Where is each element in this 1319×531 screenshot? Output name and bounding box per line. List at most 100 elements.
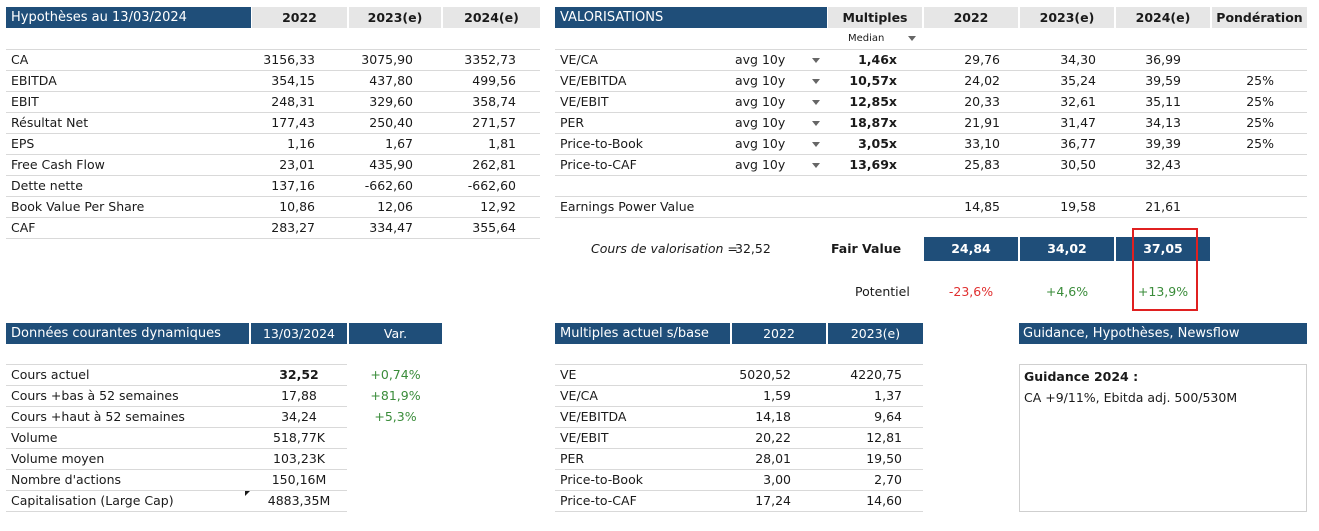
hyp-row-label: Résultat Net — [11, 115, 89, 130]
chevron-down-icon[interactable] — [812, 100, 820, 105]
mult-row-label: VE/CA — [560, 388, 598, 403]
val-col-multiples: Multiples — [828, 7, 922, 28]
dyn-row-var — [349, 449, 442, 469]
avg-period-dropdown[interactable]: avg 10y — [735, 136, 786, 151]
row-divider — [6, 70, 540, 71]
fair-value-2023e: 34,02 — [1020, 237, 1114, 261]
mult-row-label: PER — [560, 451, 585, 466]
val-row-value-2024e: 39,59 — [1145, 73, 1181, 88]
mult-row-value-2023e: 2,70 — [874, 472, 902, 487]
guidance-title: Guidance, Hypothèses, Newsflow — [1023, 326, 1240, 341]
dyn-row-label: Cours +bas à 52 semaines — [11, 388, 179, 403]
val-row-value-2023e: 35,24 — [1060, 73, 1096, 88]
hyp-col-2024e: 2024(e) — [443, 7, 540, 28]
fair-value-label: Fair Value — [831, 241, 902, 256]
val-row-value-2024e: 35,11 — [1145, 94, 1181, 109]
fair-value-2024e: 37,05 — [1116, 237, 1210, 261]
guidance-heading: Guidance 2024 : — [1024, 369, 1139, 384]
chevron-down-icon[interactable] — [812, 163, 820, 168]
val-row-ponderation: 25% — [1246, 115, 1274, 130]
chevron-down-icon[interactable] — [812, 121, 820, 126]
hyp-row-value-2023e: -662,60 — [364, 178, 413, 193]
avg-period-dropdown[interactable]: avg 10y — [735, 157, 786, 172]
val-row-value-2022: 24,02 — [964, 73, 1000, 88]
mult-row-value-2023e: 14,60 — [866, 493, 902, 508]
hyp-row-value-2024e: -662,60 — [467, 178, 516, 193]
dyn-row-value: 103,23K — [273, 451, 325, 466]
mult-row-label: Price-to-CAF — [560, 493, 637, 508]
dyn-row-var — [349, 428, 442, 448]
potentiel-2022: -23,6% — [948, 284, 994, 299]
dyn-date-header: 13/03/2024 — [251, 323, 347, 344]
hyp-row-value-2024e: 355,64 — [472, 220, 516, 235]
mult-col-2023e: 2023(e) — [828, 323, 923, 344]
mult-row-label: VE/EBITDA — [560, 409, 627, 424]
row-divider — [555, 490, 923, 491]
cours-valorisation-value: 32,52 — [735, 241, 771, 256]
hyp-row-value-2023e: 3075,90 — [361, 52, 413, 67]
hyp-row-label: Free Cash Flow — [11, 157, 105, 172]
row-divider — [6, 448, 347, 449]
row-divider — [6, 427, 347, 428]
potentiel-2024e: +13,9% — [1137, 284, 1189, 299]
row-divider — [555, 112, 1307, 113]
val-row-value-2022: 21,91 — [964, 115, 1000, 130]
hyp-row-value-2024e: 499,56 — [472, 73, 516, 88]
val-row-value-2022: 25,83 — [964, 157, 1000, 172]
guidance-box[interactable]: Guidance 2024 : CA +9/11%, Ebitda adj. 5… — [1019, 364, 1307, 512]
hyp-row-value-2022: 1,16 — [287, 136, 315, 151]
row-divider — [6, 154, 540, 155]
hyp-row-value-2023e: 250,40 — [369, 115, 413, 130]
chevron-down-icon[interactable] — [812, 142, 820, 147]
val-row-ponderation — [1212, 155, 1274, 175]
row-divider — [555, 154, 1307, 155]
val-col-2023e: 2023(e) — [1020, 7, 1114, 28]
hyp-row-label: EPS — [11, 136, 35, 151]
mult-row-value-2023e: 19,50 — [866, 451, 902, 466]
row-divider — [6, 406, 347, 407]
chevron-down-icon[interactable] — [812, 58, 820, 63]
avg-period-dropdown[interactable]: avg 10y — [735, 52, 786, 67]
epv-2024e: 21,61 — [1145, 199, 1181, 214]
hyp-row-label: EBIT — [11, 94, 39, 109]
potentiel-label: Potentiel — [855, 284, 910, 299]
hyp-row-value-2024e: 358,74 — [472, 94, 516, 109]
guidance-header: Guidance, Hypothèses, Newsflow — [1019, 323, 1307, 344]
row-divider — [555, 70, 1307, 71]
val-row-value-2023e: 30,50 — [1060, 157, 1096, 172]
hyp-row-value-2024e: 1,81 — [488, 136, 516, 151]
dyn-row-var: +81,9% — [370, 388, 421, 403]
mult-row-value-2023e: 4220,75 — [850, 367, 902, 382]
median-label: Median — [848, 33, 885, 44]
val-row-value-2023e: 31,47 — [1060, 115, 1096, 130]
val-row-ponderation: 25% — [1246, 73, 1274, 88]
guidance-text: CA +9/11%, Ebitda adj. 500/530M — [1024, 390, 1238, 405]
median-dropdown[interactable]: Median — [838, 31, 922, 47]
val-col-2024e: 2024(e) — [1116, 7, 1210, 28]
val-row-value-2022: 29,76 — [964, 52, 1000, 67]
row-divider — [555, 406, 923, 407]
dyn-row-label: Volume — [11, 430, 58, 445]
dyn-row-var — [349, 491, 442, 511]
val-col-2022: 2022 — [924, 7, 1018, 28]
epv-2023e: 19,58 — [1060, 199, 1096, 214]
hyp-row-value-2022: 354,15 — [271, 73, 315, 88]
mult-row-value-2023e: 9,64 — [874, 409, 902, 424]
val-col-ponderation: Pondération — [1212, 7, 1307, 28]
hyp-row-value-2023e: 435,90 — [369, 157, 413, 172]
hyp-row-value-2023e: 437,80 — [369, 73, 413, 88]
avg-period-dropdown[interactable]: avg 10y — [735, 94, 786, 109]
dyn-row-var: +0,74% — [370, 367, 421, 382]
val-row-value-2023e: 36,77 — [1060, 136, 1096, 151]
val-row-multiple: 12,85x — [849, 94, 897, 109]
dyn-row-label: Nombre d'actions — [11, 472, 121, 487]
avg-period-dropdown[interactable]: avg 10y — [735, 73, 786, 88]
val-row-multiple: 13,69x — [849, 157, 897, 172]
hyp-row-value-2024e: 3352,73 — [464, 52, 516, 67]
dyn-var-header: Var. — [349, 323, 442, 344]
avg-period-dropdown[interactable]: avg 10y — [735, 115, 786, 130]
row-divider — [555, 385, 923, 386]
hyp-row-label: Dette nette — [11, 178, 83, 193]
chevron-down-icon[interactable] — [812, 79, 820, 84]
row-divider — [6, 490, 347, 491]
